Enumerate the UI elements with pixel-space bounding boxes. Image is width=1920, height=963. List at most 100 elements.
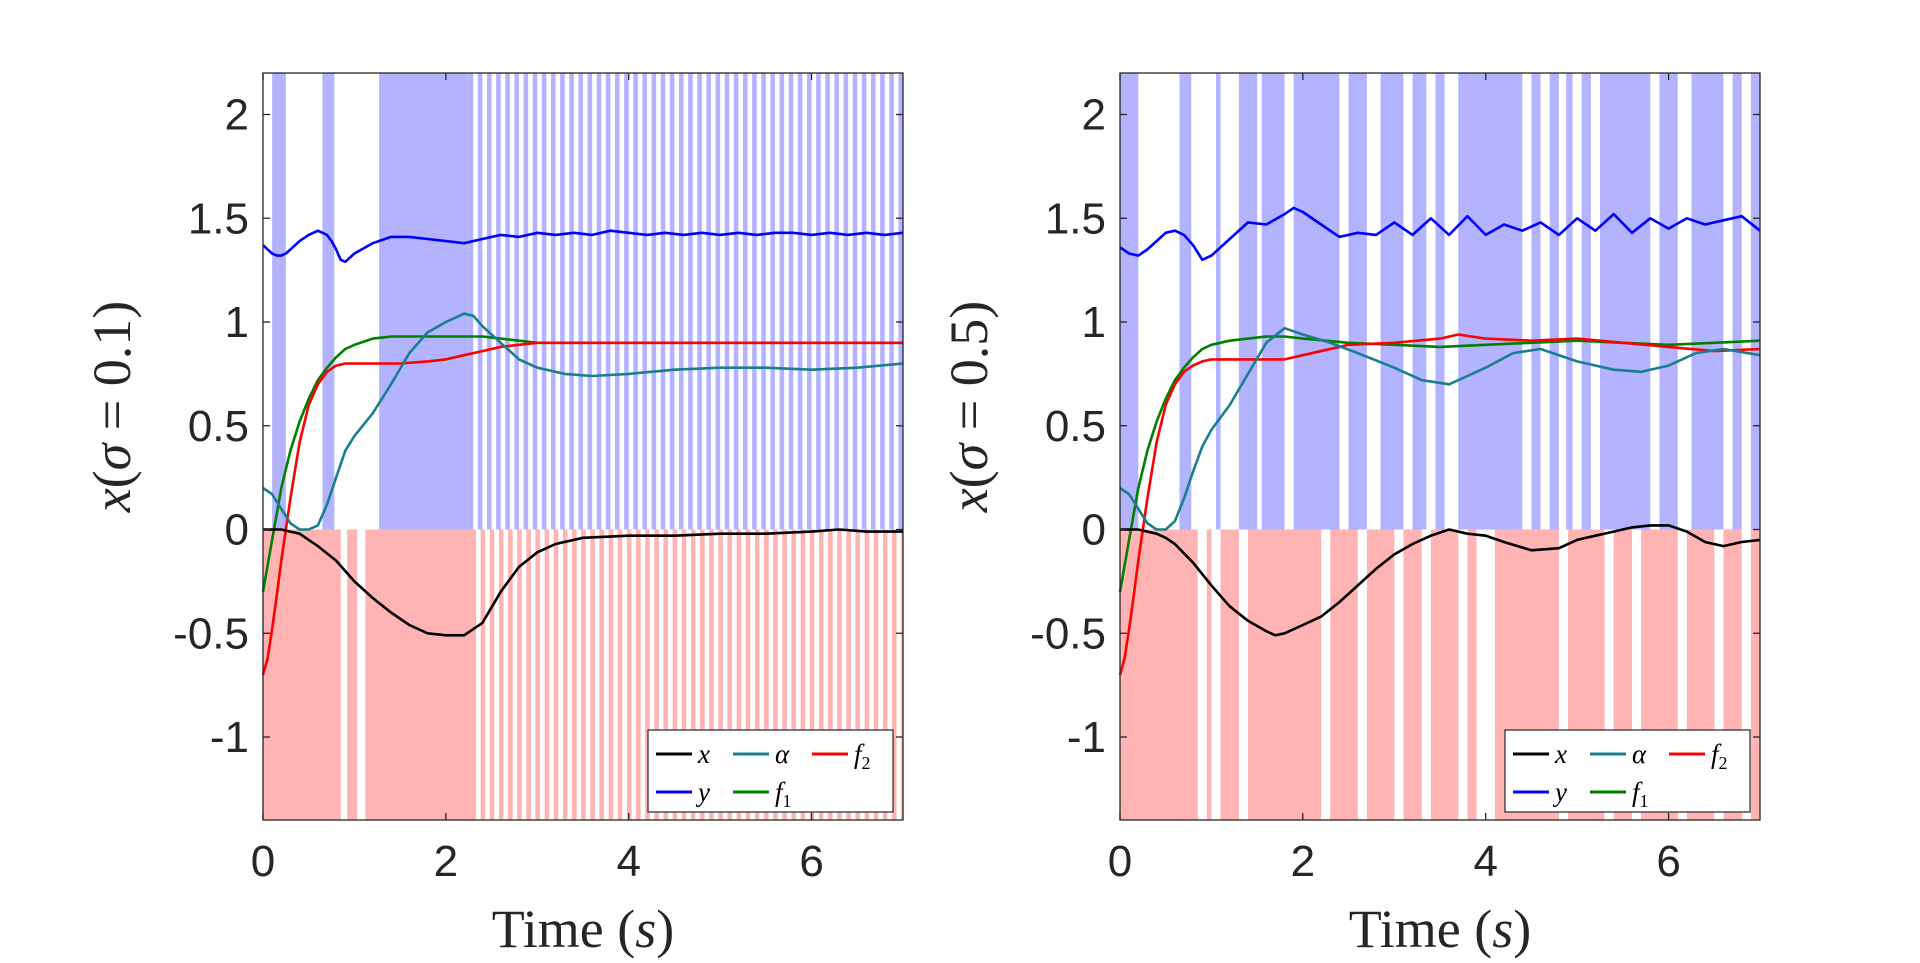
x-tick-label: 2 xyxy=(1291,837,1315,886)
upper-shade-block xyxy=(1412,73,1427,530)
upper-shade-block xyxy=(743,73,748,530)
upper-shade-block xyxy=(1458,73,1523,530)
y-tick-label: -1 xyxy=(1067,713,1106,762)
upper-shade-block xyxy=(272,73,286,530)
series-line-f2 xyxy=(261,341,903,676)
lower-shade-block xyxy=(263,529,341,820)
lower-shade-block xyxy=(347,529,358,820)
lower-shade-block xyxy=(754,529,760,820)
y-tick-label: 1.5 xyxy=(1045,194,1106,243)
upper-shade-block xyxy=(1549,73,1559,530)
legend-label: x xyxy=(1554,739,1567,769)
upper-shade-block xyxy=(779,73,785,530)
legend-label: x xyxy=(697,739,710,769)
series-line-alpha xyxy=(262,312,904,531)
legend-label: f2 xyxy=(854,739,871,773)
upper-shade-block xyxy=(1238,73,1258,530)
upper-shade-block xyxy=(669,73,675,530)
upper-shade-block xyxy=(1435,73,1445,530)
lower-shade-block xyxy=(837,529,842,820)
legend-label: f2 xyxy=(1711,739,1728,773)
lower-shade-block xyxy=(617,529,623,820)
upper-shade-block xyxy=(852,73,858,530)
lower-shade-block xyxy=(526,529,531,820)
upper-shade-block xyxy=(1261,73,1285,530)
legend-label: α xyxy=(775,739,790,769)
lower-shade-block xyxy=(791,529,797,820)
legend-box xyxy=(647,729,894,813)
upper-shade-block xyxy=(532,73,538,530)
legend-label: f1 xyxy=(1632,777,1649,811)
lower-shade-block xyxy=(517,529,522,820)
upper-shade-block xyxy=(889,73,894,530)
upper-shade-block xyxy=(770,73,775,530)
axes-box xyxy=(262,72,904,821)
lower-shade-block xyxy=(892,529,897,820)
upper-shade-block xyxy=(523,73,529,530)
lower-shade-block xyxy=(782,529,787,820)
upper-shade-block xyxy=(825,73,830,530)
lower-shade-block xyxy=(773,529,778,820)
upper-shade-block xyxy=(1293,73,1340,530)
upper-shade-block xyxy=(642,73,647,530)
lower-shade-block xyxy=(690,529,696,820)
lower-shade-block xyxy=(1330,529,1358,820)
upper-shade-block xyxy=(715,73,721,530)
lower-shade-block xyxy=(636,529,641,820)
lower-shade-block xyxy=(736,529,742,820)
lower-shade-block xyxy=(855,529,861,820)
y-tick-label: 1 xyxy=(1082,298,1106,347)
upper-shade-block xyxy=(541,73,547,530)
lower-shade-block xyxy=(818,529,824,820)
lower-shade-block xyxy=(1750,529,1760,820)
upper-shade-block xyxy=(1216,73,1221,530)
lower-shade-block xyxy=(553,529,559,820)
upper-shade-block xyxy=(1531,73,1541,530)
upper-shade-block xyxy=(788,73,794,530)
x-axis-label: Time (s) xyxy=(492,899,675,959)
upper-shade-block xyxy=(752,73,757,530)
upper-shade-block xyxy=(624,73,629,530)
upper-shade-block xyxy=(551,73,556,530)
y-tick-label: 2 xyxy=(1082,91,1106,140)
y-tick-label: 0.5 xyxy=(188,402,249,451)
upper-shade-block xyxy=(1600,73,1651,530)
lower-shade-block xyxy=(873,529,879,820)
legend: x α f2 y f1 xyxy=(647,729,894,813)
y-tick-label: 1 xyxy=(225,298,249,347)
upper-shade-block xyxy=(487,73,492,530)
y-tick-label: -0.5 xyxy=(1030,609,1106,658)
lower-shade-block xyxy=(1403,529,1422,820)
y-tick-label: 2 xyxy=(225,91,249,140)
upper-shade-block xyxy=(651,73,657,530)
series-line-x xyxy=(263,528,903,637)
x-tick-label: 0 xyxy=(251,837,275,886)
upper-shade-block xyxy=(679,73,684,530)
lower-shade-block xyxy=(581,529,586,820)
lower-shade-block xyxy=(626,529,632,820)
upper-shade-block xyxy=(633,73,638,530)
x-tick-label: 6 xyxy=(1656,837,1680,886)
lower-shade-block xyxy=(471,529,477,820)
upper-shade-block xyxy=(1120,73,1139,530)
legend: x α f2 y f1 xyxy=(1504,729,1751,813)
lower-shade-block xyxy=(745,529,751,820)
lower-shade-block xyxy=(864,529,870,820)
y-tick-label: 0 xyxy=(225,506,249,555)
lower-shade-block xyxy=(709,529,714,820)
upper-shade-block xyxy=(1581,73,1591,530)
upper-shade-block xyxy=(861,73,867,530)
series-line-x xyxy=(1120,524,1761,637)
x-tick-label: 4 xyxy=(1473,837,1497,886)
y-tick-label: 1.5 xyxy=(188,194,249,243)
upper-shade-block xyxy=(697,73,702,530)
lower-shade-block xyxy=(700,529,705,820)
lower-shade-block xyxy=(727,529,733,820)
lower-shade-block xyxy=(572,529,577,820)
upper-shade-block xyxy=(596,73,602,530)
lower-shade-block xyxy=(718,529,723,820)
y-tick-label: 0.5 xyxy=(1045,402,1106,451)
lower-shade-block xyxy=(1220,529,1239,820)
